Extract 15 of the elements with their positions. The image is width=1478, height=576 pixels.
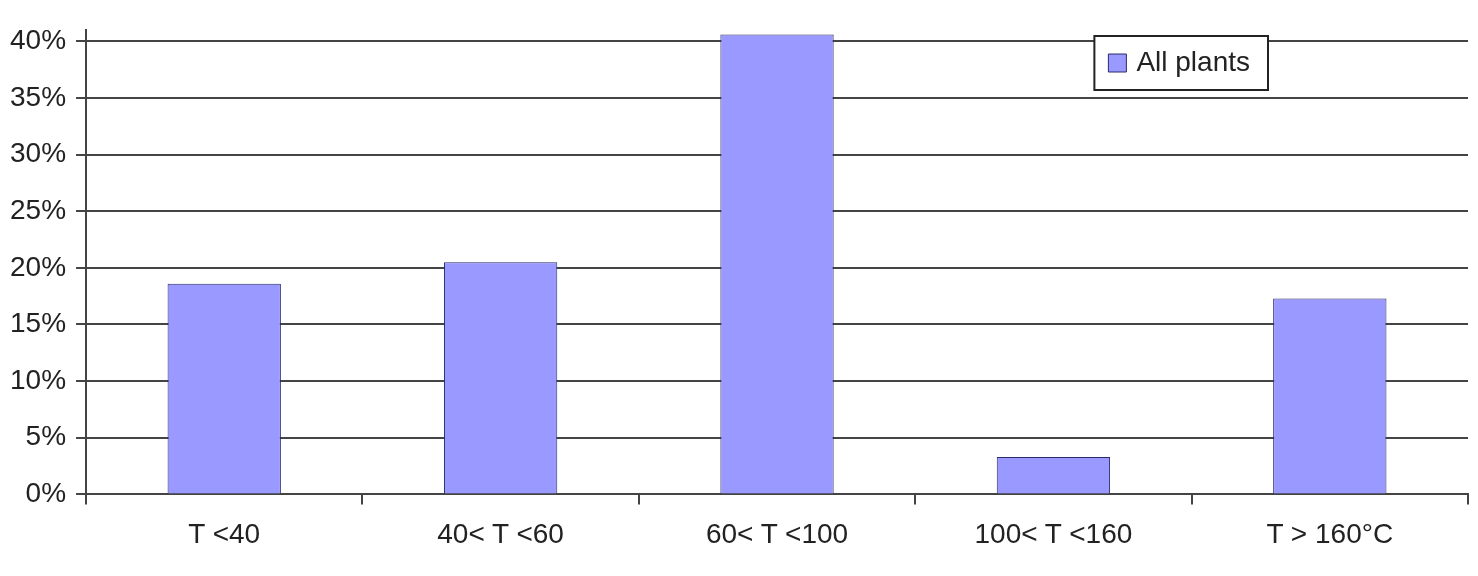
y-tick-label: 20% (9, 250, 67, 282)
legend-label: All plants (1136, 45, 1251, 77)
y-tick-label: 25% (9, 193, 67, 225)
y-tick-label: 10% (9, 363, 67, 395)
y-tick-label: 40% (9, 24, 67, 56)
y-tick-label: 15% (9, 307, 67, 339)
y-tick-label: 30% (9, 137, 67, 169)
x-tick-label: 60< T <100 (705, 517, 849, 549)
y-tick-label: 0% (25, 477, 67, 509)
x-tick-label: T <40 (188, 517, 261, 549)
y-tick-label: 35% (9, 80, 67, 112)
y-tick-label: 5% (25, 420, 67, 452)
x-tick-label: T > 160°C (1266, 517, 1394, 549)
x-tick-label: 100< T <160 (974, 517, 1133, 549)
x-tick-label: 40< T <60 (437, 517, 564, 549)
